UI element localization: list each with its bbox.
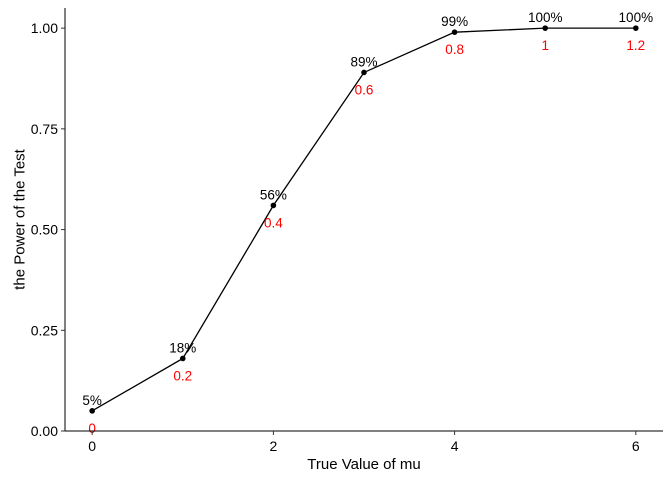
power-percent-label: 100%	[619, 10, 654, 25]
y-tick-label: 0.00	[31, 423, 58, 439]
power-percent-label: 18%	[169, 340, 196, 355]
data-point	[633, 25, 639, 31]
mu-value-label: 0	[88, 421, 96, 436]
data-point	[270, 202, 277, 209]
mu-value-label: 0.2	[173, 368, 192, 383]
x-axis-title: True Value of mu	[307, 456, 420, 473]
data-point	[361, 69, 367, 76]
x-tick-label: 4	[451, 438, 459, 454]
y-tick-label: 1.00	[31, 20, 58, 36]
x-tick-label: 0	[88, 438, 96, 454]
mu-value-label: 0.4	[264, 215, 283, 230]
x-tick-label: 6	[632, 438, 640, 454]
y-tick-label: 0.50	[31, 222, 58, 238]
power-percent-label: 5%	[82, 393, 102, 408]
marks-layer: 5% 0 18% 0.2 56% 0.4 89% 0.6 99% 0.8 100% 1 100% 1.2	[82, 10, 653, 436]
data-point	[542, 25, 549, 31]
power-percent-label: 56%	[260, 187, 287, 202]
x-tick-label: 2	[269, 438, 277, 454]
power-percent-label: 89%	[350, 54, 377, 69]
mu-value-label: 0.6	[355, 82, 374, 97]
mu-value-label: 1.2	[626, 38, 645, 53]
power-percent-label: 99%	[441, 14, 468, 29]
data-point	[89, 408, 95, 414]
ticks-layer: 0.00 0.25 0.50 0.75 1.00 0 2 4 6	[31, 20, 640, 454]
y-tick-label: 0.25	[31, 322, 58, 338]
data-point	[179, 355, 186, 362]
mu-value-label: 1	[541, 38, 549, 53]
power-percent-label: 100%	[528, 10, 563, 25]
data-point	[451, 29, 458, 35]
y-axis-title: the Power of the Test	[11, 148, 28, 289]
y-tick-label: 0.75	[31, 121, 58, 137]
mu-value-label: 0.8	[445, 42, 464, 57]
